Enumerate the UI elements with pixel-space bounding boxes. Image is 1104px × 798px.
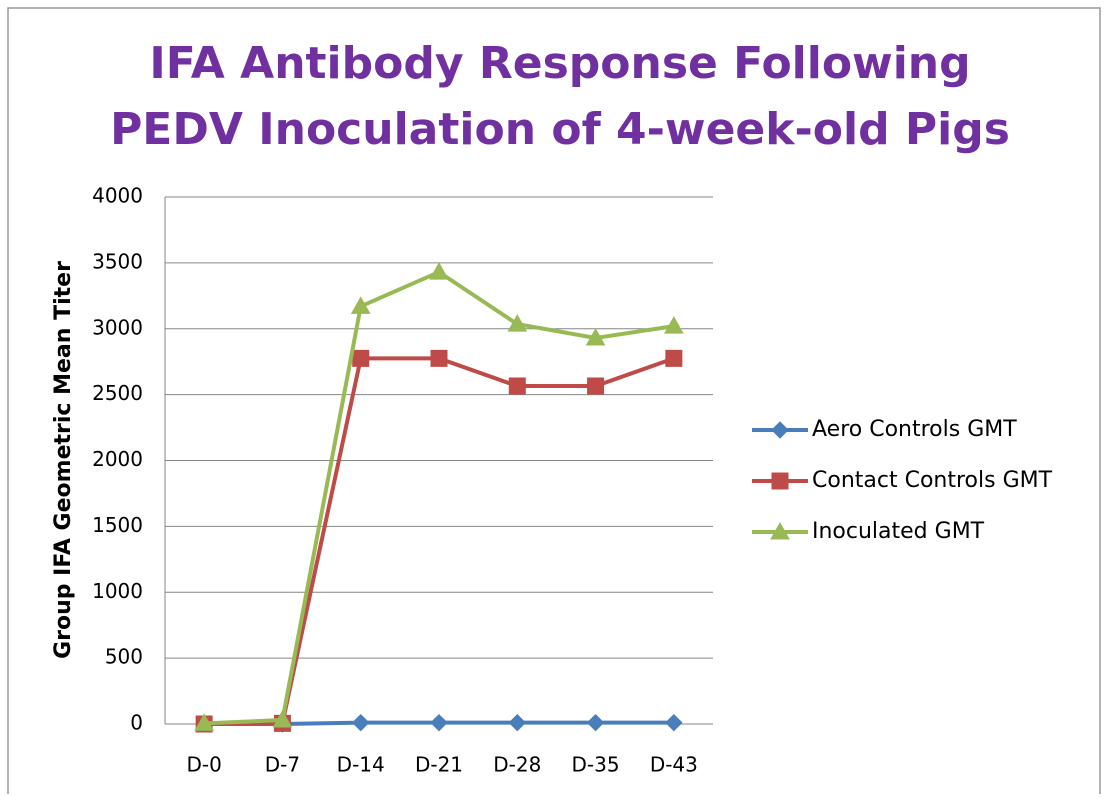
- y-tick-label: 2000: [92, 447, 143, 471]
- data-point: [664, 316, 684, 334]
- y-tick-label: 0: [130, 711, 143, 735]
- data-point: [586, 713, 605, 732]
- chart-frame: [7, 7, 1101, 798]
- data-point: [665, 713, 683, 732]
- legend-label: Contact Controls GMT: [812, 468, 1053, 493]
- data-point: [665, 349, 683, 367]
- y-tick-label: 3500: [92, 249, 143, 273]
- legend-marker: [770, 521, 790, 540]
- data-point: [429, 262, 449, 280]
- y-tick-label: 1000: [92, 579, 143, 603]
- y-tick-label: 1500: [92, 513, 143, 537]
- data-point: [507, 314, 528, 332]
- data-point: [430, 713, 448, 732]
- x-tick-label: D-7: [265, 753, 300, 777]
- chart-title: PEDV Inoculation of 4-week-old Pigs: [110, 104, 1010, 155]
- data-point: [508, 713, 526, 732]
- data-point: [194, 713, 214, 731]
- y-tick-label: 3000: [92, 315, 143, 339]
- x-tick-label: D-0: [186, 753, 221, 777]
- legend-label: Aero Controls GMT: [812, 417, 1017, 442]
- data-point: [352, 713, 370, 732]
- y-tick-label: 4000: [92, 184, 143, 208]
- y-tick-label: 500: [105, 645, 143, 669]
- legend-marker: [771, 472, 789, 490]
- data-point: [352, 349, 370, 367]
- legend-label: Inoculated GMT: [812, 519, 985, 544]
- x-tick-label: D-21: [415, 753, 463, 777]
- data-point: [350, 296, 371, 314]
- data-point: [508, 377, 526, 395]
- x-tick-label: D-28: [493, 753, 541, 777]
- data-point: [585, 327, 606, 346]
- x-tick-label: D-35: [572, 753, 620, 777]
- y-axis-label: Group IFA Geometric Mean Titer: [51, 261, 76, 659]
- x-tick-label: D-14: [337, 753, 385, 777]
- data-point: [587, 377, 605, 395]
- data-point: [430, 349, 448, 367]
- chart-title: IFA Antibody Response Following: [149, 38, 970, 89]
- data-point: [272, 710, 293, 728]
- legend-marker: [771, 421, 789, 439]
- y-tick-label: 2500: [92, 381, 143, 405]
- x-tick-label: D-43: [650, 753, 698, 777]
